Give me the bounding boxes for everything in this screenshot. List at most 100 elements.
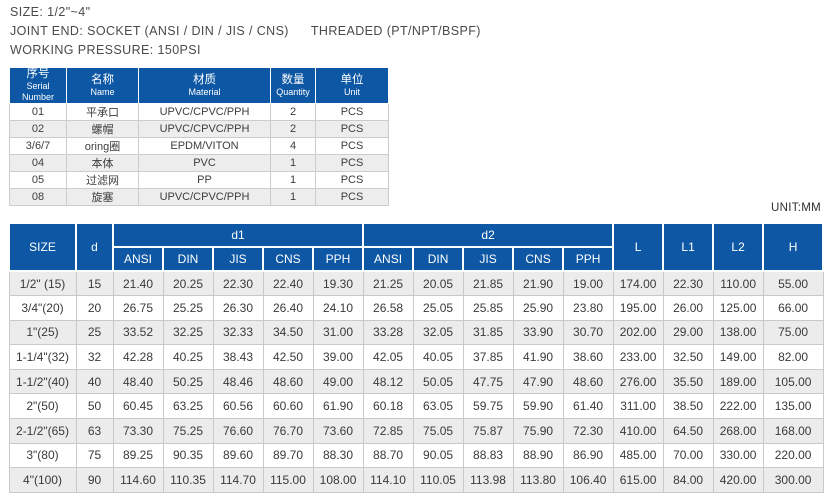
dims-cell: 26.58	[362, 295, 414, 321]
dims-subheader-cell: DIN	[162, 246, 214, 272]
dims-cell: 88.90	[512, 442, 564, 469]
parts-cell: PCS	[315, 103, 389, 121]
parts-cell: oring圈	[66, 137, 139, 155]
dims-cell: 66.00	[762, 295, 824, 321]
dims-cell: 32	[75, 344, 114, 370]
dims-cell: 33.90	[512, 319, 564, 346]
dims-cell: 89.25	[112, 442, 164, 469]
dims-cell: 63	[75, 418, 114, 444]
dims-cell: 75.00	[762, 319, 824, 346]
dims-cell: 90.05	[412, 442, 464, 469]
dims-cell: 55.00	[762, 270, 824, 297]
dims-cell: 88.30	[312, 442, 364, 469]
dims-subheader-cell: CNS	[512, 246, 565, 272]
parts-cell: UPVC/CPVC/PPH	[138, 188, 271, 206]
parts-cell: 本体	[66, 154, 139, 172]
dims-header-d2-group: d2	[362, 222, 615, 248]
spec-text-block: SIZE: 1/2"~4" JOINT END: SOCKET (ANSI / …	[10, 3, 481, 60]
joint-end-socket-text: JOINT END: SOCKET (ANSI / DIN / JIS / CN…	[10, 24, 289, 38]
dims-cell: 20.05	[412, 270, 464, 297]
dims-cell: 26.40	[262, 295, 314, 321]
dims-cell: 3/4"(20)	[8, 295, 77, 321]
dims-cell: 311.00	[612, 393, 664, 420]
dims-cell: 32.05	[412, 319, 464, 346]
dims-cell: 330.00	[712, 442, 764, 469]
parts-cell: PCS	[315, 188, 389, 206]
dims-cell: 48.12	[362, 368, 414, 395]
dims-cell: 75	[75, 442, 114, 469]
dims-row: 3"(80) 75 89.25 90.35 89.60 89.70 88.30 88.70 90…	[8, 442, 824, 469]
dims-cell: 25.90	[512, 295, 564, 321]
parts-cell: PCS	[315, 154, 389, 172]
dims-subheader-cell: PPH	[311, 246, 365, 272]
dims-cell: 615.00	[612, 467, 664, 493]
dims-cell: 2"(50)	[8, 393, 77, 420]
dims-cell: 31.00	[312, 319, 364, 346]
parts-cell: 2	[270, 103, 316, 121]
dims-cell: 29.00	[662, 319, 714, 346]
dims-header-d1-group: d1	[111, 222, 365, 248]
dims-cell: 21.85	[462, 270, 514, 297]
dimensions-table: SIZE d d1 d2 L L1 L2 H ANSI DIN JIS CNS PPH A…	[8, 222, 825, 493]
dims-cell: 420.00	[712, 467, 764, 493]
dims-cell: 50	[75, 393, 114, 420]
dims-cell: 189.00	[712, 368, 764, 395]
dims-cell: 64.50	[662, 418, 714, 444]
dims-cell: 113.80	[512, 467, 564, 493]
dims-cell: 24.10	[312, 295, 364, 321]
dims-cell: 48.60	[262, 368, 314, 395]
parts-header-row: 序号 Serial Number 名称 Name 材质 Material 数量 Quantit…	[9, 67, 389, 104]
dims-subheader-row: ANSI DIN JIS CNS PPH ANSI DIN JIS CNS PPH	[9, 246, 823, 272]
dims-cell: 19.30	[312, 270, 364, 297]
dims-row: 1-1/2"(40) 40 48.40 50.25 48.46 48.60 49.00 48.…	[8, 368, 824, 395]
dims-cell: 25	[75, 319, 114, 346]
dims-cell: 15	[75, 270, 114, 297]
dims-cell: 40.25	[162, 344, 214, 370]
dims-cell: 33.52	[112, 319, 164, 346]
dims-cell: 110.35	[162, 467, 214, 493]
dims-cell: 73.60	[312, 418, 364, 444]
dims-cell: 50.05	[412, 368, 464, 395]
parts-header-cell: 单位 Unit	[315, 67, 389, 104]
dims-cell: 39.00	[312, 344, 364, 370]
parts-cell: 1	[270, 171, 316, 189]
dims-cell: 63.05	[412, 393, 464, 420]
dims-cell: 125.00	[712, 295, 764, 321]
dims-cell: 48.60	[562, 368, 614, 395]
dims-cell: 47.75	[462, 368, 514, 395]
parts-cell: 1	[270, 188, 316, 206]
dims-cell: 268.00	[712, 418, 764, 444]
dims-cell: 1"(25)	[8, 319, 77, 346]
spec-size-line: SIZE: 1/2"~4"	[10, 5, 91, 19]
dims-cell: 108.00	[312, 467, 364, 493]
dims-row: 1"(25) 25 33.52 32.25 32.33 34.50 31.00 33.28 32…	[8, 319, 824, 346]
dims-header-size: SIZE	[8, 222, 77, 272]
dims-cell: 73.30	[112, 418, 164, 444]
dims-cell: 89.70	[262, 442, 314, 469]
dims-cell: 31.85	[462, 319, 514, 346]
dims-cell: 114.60	[112, 467, 164, 493]
dims-cell: 21.90	[512, 270, 564, 297]
dims-cell: 76.70	[262, 418, 314, 444]
dims-cell: 38.50	[662, 393, 714, 420]
dims-cell: 33.28	[362, 319, 414, 346]
parts-header-cell: 序号 Serial Number	[9, 67, 67, 104]
dims-cell: 32.33	[212, 319, 264, 346]
parts-cell: 螺帽	[66, 120, 139, 138]
dims-subheader-cell: JIS	[462, 246, 515, 272]
dims-cell: 20	[75, 295, 114, 321]
dims-cell: 34.50	[262, 319, 314, 346]
dims-cell: 25.25	[162, 295, 214, 321]
dims-cell: 40.05	[412, 344, 464, 370]
dims-row: 1/2" (15) 15 21.40 20.25 22.30 22.40 19.30 21.2…	[8, 270, 824, 297]
dims-cell: 41.90	[512, 344, 564, 370]
dims-cell: 233.00	[612, 344, 664, 370]
dims-group-header-row: SIZE d d1 d2 L L1 L2 H	[8, 222, 825, 272]
dims-cell: 90	[75, 467, 114, 493]
dims-cell: 276.00	[612, 368, 664, 395]
parts-cell: UPVC/CPVC/PPH	[138, 103, 271, 121]
dims-cell: 60.45	[112, 393, 164, 420]
dims-cell: 50.25	[162, 368, 214, 395]
dims-cell: 49.00	[312, 368, 364, 395]
